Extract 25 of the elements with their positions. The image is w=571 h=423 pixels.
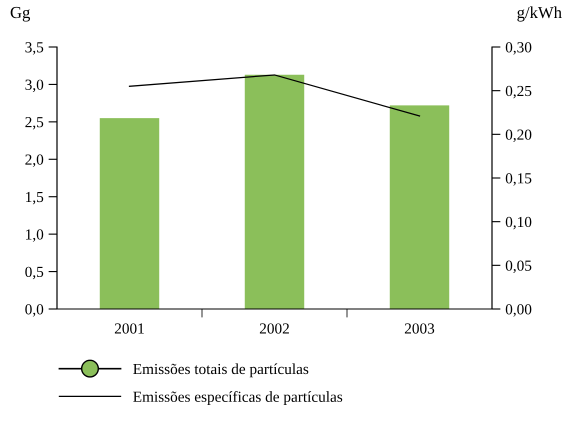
bar: [390, 105, 450, 309]
y2-tick-label: 0,15: [506, 173, 532, 186]
bar: [100, 118, 160, 309]
x-tick-label: 2002: [260, 323, 289, 334]
y-axis-title: Gg: [10, 6, 30, 22]
y2-tick-label: 0,25: [506, 86, 532, 98]
y-tick-label: 1,5: [26, 192, 44, 204]
y-tick-label: 3,5: [25, 42, 44, 55]
y2-tick-label: 0,30: [506, 42, 532, 55]
y-tick-label: 2,5: [25, 117, 44, 130]
y-tick-label: 1,0: [26, 229, 44, 242]
y2-axis-title: g/kWh: [517, 6, 562, 22]
bar: [244, 74, 304, 309]
y2-tick-label: 0,05: [506, 260, 532, 273]
legend-label: Emissões específicas de partículas: [133, 391, 342, 406]
legend-label: Emissões totais de partículas: [133, 363, 308, 378]
y2-tick-label: 0,00: [506, 304, 532, 317]
y-tick-label: 2,0: [25, 154, 44, 167]
x-tick-label: 2001: [114, 323, 144, 334]
y-tick-label: 0,5: [25, 266, 44, 280]
y-tick-label: 3,0: [25, 80, 44, 92]
y2-tick-label: 0,20: [506, 129, 532, 142]
x-tick-label: 2003: [404, 323, 434, 334]
y-tick-label: 0,0: [25, 304, 44, 317]
y2-tick-label: 0,10: [506, 216, 532, 230]
